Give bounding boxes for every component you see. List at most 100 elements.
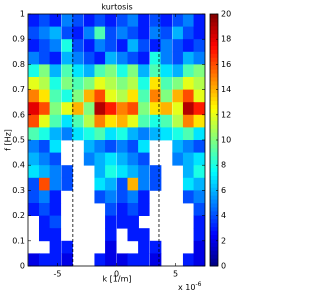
heatmap-cell bbox=[127, 102, 139, 116]
heatmap-cell bbox=[49, 215, 62, 229]
colorbar-segment bbox=[210, 246, 218, 251]
heatmap-cell bbox=[149, 165, 162, 179]
heatmap-cell bbox=[127, 114, 139, 128]
heatmap-cell bbox=[28, 102, 40, 116]
colorbar-segment bbox=[210, 37, 218, 43]
colorbar-segment bbox=[210, 100, 218, 106]
heatmap-cell bbox=[72, 26, 84, 40]
heatmap-cell bbox=[61, 64, 73, 78]
heatmap-cell bbox=[127, 77, 139, 90]
chart-title: kurtosis bbox=[101, 3, 132, 12]
heatmap-cell bbox=[28, 114, 40, 128]
heatmap-cell bbox=[172, 77, 184, 90]
heatmap-cell bbox=[49, 127, 62, 141]
colorbar-tick-label: 14 bbox=[221, 85, 231, 94]
heatmap-cell bbox=[49, 240, 62, 254]
heatmap-cell bbox=[105, 177, 117, 191]
colorbar-tick-label: 2 bbox=[221, 236, 226, 245]
heatmap-cell bbox=[182, 51, 195, 65]
heatmap-cell bbox=[116, 177, 129, 191]
heatmap-cell bbox=[149, 177, 162, 191]
heatmap-cell bbox=[105, 165, 117, 179]
multiplier-exponent: -6 bbox=[195, 281, 201, 288]
heatmap-cell bbox=[94, 177, 106, 191]
chart: kurtosis k [1/m] f [Hz] x 10-6 0 0.1 0.2 0.… bbox=[4, 3, 232, 291]
heatmap-cell bbox=[72, 127, 84, 141]
heatmap-cell bbox=[193, 51, 206, 65]
heatmap-cell bbox=[172, 89, 184, 103]
colorbar-segment bbox=[210, 33, 218, 39]
heatmap-cell bbox=[28, 165, 40, 179]
heatmap-cell bbox=[61, 165, 73, 179]
heatmap-cell bbox=[182, 14, 195, 27]
colorbar-segment bbox=[210, 143, 218, 149]
heatmap-cell bbox=[149, 89, 162, 103]
heatmap-cell bbox=[182, 253, 195, 267]
heatmap-cell bbox=[72, 51, 84, 65]
heatmap-cell bbox=[160, 114, 172, 128]
heatmap-cell bbox=[83, 127, 96, 141]
heatmap-cell bbox=[149, 114, 162, 128]
colorbar-segment bbox=[210, 120, 218, 125]
heatmap-cell bbox=[172, 64, 184, 78]
heatmap-cell bbox=[182, 140, 195, 153]
heatmap-cell bbox=[149, 39, 162, 53]
heatmap-cell bbox=[38, 14, 51, 27]
heatmap-cell bbox=[193, 140, 206, 153]
heatmap-cell bbox=[138, 114, 150, 128]
heatmap-cell bbox=[172, 26, 184, 40]
heatmap-cell bbox=[160, 39, 172, 53]
heatmap-cell bbox=[105, 215, 117, 229]
colorbar-segment bbox=[210, 69, 218, 74]
heatmap-cell bbox=[116, 64, 129, 78]
heatmap-cell bbox=[138, 26, 150, 40]
colorbar-segment bbox=[210, 80, 218, 86]
heatmap-cell bbox=[83, 114, 96, 128]
heatmap-cell bbox=[61, 253, 73, 267]
heatmap-cell bbox=[28, 64, 40, 78]
heatmap-cell bbox=[138, 77, 150, 90]
colorbar-segment bbox=[210, 29, 218, 35]
colorbar-segment bbox=[210, 167, 218, 172]
colorbar-segment bbox=[210, 195, 218, 200]
heatmap-cell bbox=[38, 253, 51, 267]
colorbar-segment bbox=[210, 96, 218, 102]
heatmap-cell bbox=[105, 51, 117, 65]
heatmap-cell bbox=[49, 51, 62, 65]
colorbar-segment bbox=[210, 61, 218, 66]
heatmap-cell bbox=[182, 190, 195, 204]
heatmap-cell bbox=[83, 26, 96, 40]
heatmap-cell bbox=[160, 14, 172, 27]
colorbar-segment bbox=[210, 206, 218, 212]
heatmap-cell bbox=[116, 127, 129, 141]
colorbar-segment bbox=[210, 222, 218, 228]
heatmap-cell bbox=[49, 203, 62, 216]
heatmap-cell bbox=[105, 228, 117, 242]
heatmap-cell bbox=[72, 39, 84, 53]
x-tick-label: -5 bbox=[54, 270, 62, 279]
heatmap-cell bbox=[72, 14, 84, 27]
colorbar-segment bbox=[210, 238, 218, 243]
heatmap-cell bbox=[116, 203, 129, 216]
heatmap-cell bbox=[182, 26, 195, 40]
heatmap-cell bbox=[94, 64, 106, 78]
heatmap-cell bbox=[172, 152, 184, 166]
heatmap-cell bbox=[193, 165, 206, 179]
heatmap-cell bbox=[28, 39, 40, 53]
heatmap-cell bbox=[182, 165, 195, 179]
heatmap-cell bbox=[160, 89, 172, 103]
heatmap-cell bbox=[38, 215, 51, 229]
heatmap-cell bbox=[149, 253, 162, 267]
colorbar-segment bbox=[210, 104, 218, 109]
colorbar-tick-label: 10 bbox=[221, 136, 231, 145]
heatmap-cell bbox=[105, 102, 117, 116]
colorbar-segment bbox=[210, 171, 218, 176]
heatmap-cell bbox=[28, 51, 40, 65]
heatmap-cell bbox=[105, 127, 117, 141]
heatmap-cell bbox=[83, 152, 96, 166]
y-tick-label: 0 bbox=[20, 262, 25, 271]
colorbar-segment bbox=[210, 210, 218, 216]
colorbar-segment bbox=[210, 159, 218, 165]
heatmap-cell bbox=[49, 253, 62, 267]
heatmap-cell bbox=[49, 228, 62, 242]
